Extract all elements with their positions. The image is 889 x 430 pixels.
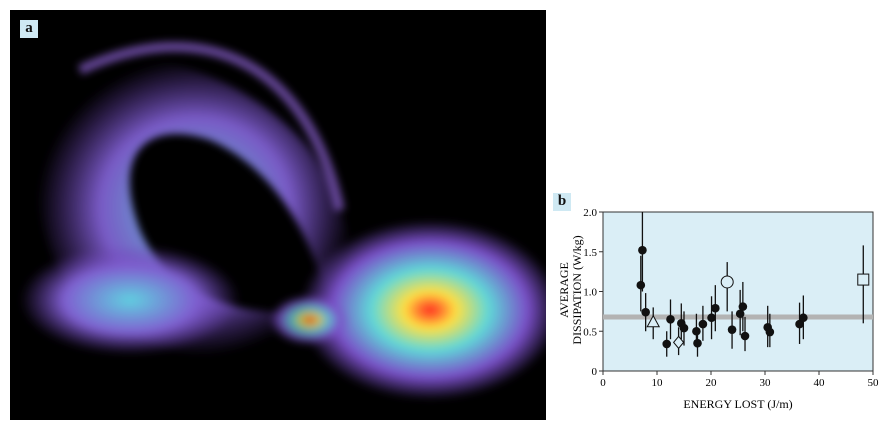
data-point <box>636 280 646 290</box>
data-point <box>738 302 748 311</box>
data-point <box>692 326 701 336</box>
x-tick-label: 0 <box>600 377 606 389</box>
y-tick-label: 1.0 <box>583 287 597 299</box>
data-point <box>727 325 737 334</box>
data-point <box>666 315 675 324</box>
y-axis-label-line2: DISSIPATION (W/kg) <box>570 235 584 344</box>
y-tick-label: 1.5 <box>583 247 597 259</box>
x-tick-label: 20 <box>706 377 718 389</box>
data-point <box>662 339 672 349</box>
panel-b-label: b <box>553 193 571 211</box>
panel-a-label: a <box>20 20 38 38</box>
data-point-open-square <box>857 273 870 286</box>
data-point-open-circle <box>720 275 734 289</box>
false-color-image: a <box>10 10 546 420</box>
data-point <box>638 245 647 255</box>
dissipation-chart: 0 10 20 30 40 50 0 0.5 1.0 1.5 2.0 ENERGY LOST (J/… <box>557 207 880 411</box>
data-point <box>740 331 750 341</box>
data-point <box>765 327 775 337</box>
plot-area <box>602 211 874 372</box>
data-point-open-diamond <box>672 335 685 350</box>
data-point <box>799 313 808 323</box>
plasma-image <box>20 42 546 400</box>
x-tick-label: 10 <box>652 377 664 389</box>
y-tick-label: 2.0 <box>583 207 597 219</box>
y-tick-label: 0 <box>592 366 598 378</box>
x-axis-label: ENERGY LOST (J/m) <box>683 397 792 411</box>
data-point <box>698 319 708 329</box>
x-tick-label: 40 <box>814 377 826 389</box>
y-axis-label-line1: AVERAGE <box>557 262 571 318</box>
data-point <box>795 319 804 329</box>
data-point <box>707 313 716 323</box>
data-point-open-triangle <box>646 314 661 328</box>
data-point <box>693 338 702 348</box>
data-point <box>641 307 650 317</box>
x-tick-label: 30 <box>760 377 772 389</box>
y-tick-label: 0.5 <box>583 326 597 338</box>
data-point <box>711 303 720 313</box>
x-tick-label: 50 <box>868 377 880 389</box>
data-point <box>679 323 689 333</box>
